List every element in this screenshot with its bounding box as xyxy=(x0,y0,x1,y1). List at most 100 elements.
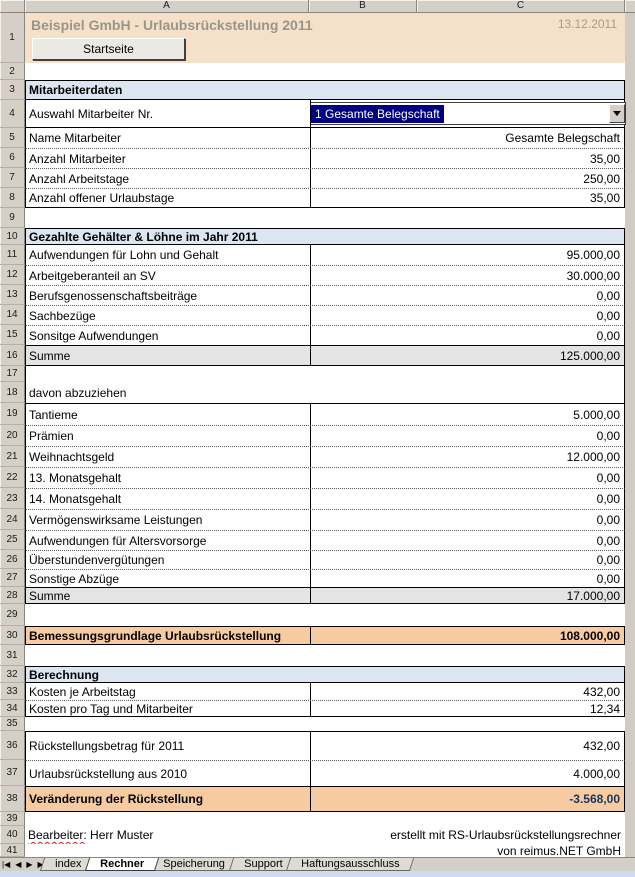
row-header-21[interactable]: 21 xyxy=(0,446,25,467)
grid-right-filler xyxy=(625,63,635,80)
row-header-28[interactable]: 28 xyxy=(0,587,25,604)
row-header-24[interactable]: 24 xyxy=(0,509,25,530)
cell-value[interactable]: 12,34 xyxy=(589,701,620,716)
cell-value[interactable]: 95.000,00 xyxy=(566,248,620,262)
mitarbeiter-dropdown[interactable]: 1 Gesamte Belegschaft xyxy=(310,102,626,125)
row-header-26[interactable]: 26 xyxy=(0,550,25,569)
row-header-31[interactable]: 31 xyxy=(0,645,25,666)
row-header-10[interactable]: 10 xyxy=(0,228,25,245)
row-header-30[interactable]: 30 xyxy=(0,626,25,645)
row-24-content: Vermögenswirksame Leistungen 0,00 xyxy=(25,509,625,530)
column-divider-line xyxy=(310,570,311,587)
cell-label: Urlaubsrückstellung aus 2010 xyxy=(29,766,188,781)
row-7: 7 Anzahl Arbeitstage 250,00 xyxy=(0,168,635,188)
row-header-4[interactable]: 4 xyxy=(0,100,25,128)
dropdown-arrow-button[interactable] xyxy=(609,104,625,123)
row-header-34[interactable]: 34 xyxy=(0,700,25,717)
tab-speicherung[interactable]: Speicherung xyxy=(147,858,241,871)
cell-label: Prämien xyxy=(29,429,74,443)
grid-right-filler xyxy=(625,717,635,731)
row-header-29[interactable]: 29 xyxy=(0,604,25,626)
row-header-32[interactable]: 32 xyxy=(0,666,25,683)
cell-value[interactable]: 12.000,00 xyxy=(566,450,620,464)
cell-value[interactable]: 35,00 xyxy=(589,151,620,166)
cell-value[interactable]: 125.000,00 xyxy=(559,348,620,363)
row-header-8[interactable]: 8 xyxy=(0,188,25,208)
cell-value[interactable]: 108.000,00 xyxy=(559,628,620,643)
column-divider-line xyxy=(310,761,311,786)
row-header-15[interactable]: 15 xyxy=(0,325,25,345)
cell-label: Tantieme xyxy=(29,407,78,422)
cell-value[interactable]: 432,00 xyxy=(583,684,620,699)
select-all-corner[interactable] xyxy=(0,0,25,13)
cell-label: 13. Monatsgehalt xyxy=(29,471,122,485)
cell-value[interactable]: 4.000,00 xyxy=(573,766,620,781)
row-header-20[interactable]: 20 xyxy=(0,425,25,446)
row-header-35[interactable]: 35 xyxy=(0,717,25,731)
row-1: 1 Beispiel GmbH - Urlaubsrückstellung 201… xyxy=(0,13,635,63)
row-header-3[interactable]: 3 xyxy=(0,80,25,100)
cell-value[interactable]: 0,00 xyxy=(596,553,620,567)
cell-value[interactable]: -3.568,00 xyxy=(569,792,620,806)
row-header-23[interactable]: 23 xyxy=(0,488,25,509)
row-header-1[interactable]: 1 xyxy=(0,13,25,63)
row-header-33[interactable]: 33 xyxy=(0,683,25,700)
row-header-6[interactable]: 6 xyxy=(0,148,25,168)
row-header-37[interactable]: 37 xyxy=(0,760,25,786)
nav-first-icon[interactable]: |◀ xyxy=(2,859,11,869)
cell-value[interactable]: 0,00 xyxy=(596,288,620,303)
section-header-label: Mitarbeiterdaten xyxy=(29,83,123,97)
nav-prev-icon[interactable]: ◀ xyxy=(15,859,22,869)
grid-right-filler xyxy=(625,587,635,604)
row-header-41[interactable]: 41 xyxy=(0,844,25,857)
row-header-18[interactable]: 18 xyxy=(0,382,25,403)
row-header-12[interactable]: 12 xyxy=(0,265,25,285)
row-header-14[interactable]: 14 xyxy=(0,305,25,325)
nav-next-icon[interactable]: ▶ xyxy=(26,859,33,869)
row-header-36[interactable]: 36 xyxy=(0,731,25,760)
cell-label: Überstundenvergütungen xyxy=(29,553,165,567)
startseite-button[interactable]: Startseite xyxy=(32,38,185,60)
row-header-40[interactable]: 40 xyxy=(0,826,25,844)
cell-value[interactable]: 250,00 xyxy=(583,171,620,186)
row-header-22[interactable]: 22 xyxy=(0,467,25,488)
cell-value[interactable]: 0,00 xyxy=(596,571,620,586)
column-header-b[interactable]: B xyxy=(309,0,417,13)
row-header-39[interactable]: 39 xyxy=(0,812,25,826)
cell-value[interactable]: 17.000,00 xyxy=(566,588,620,603)
column-header-c[interactable]: C xyxy=(417,0,625,13)
cell-value[interactable]: 0,00 xyxy=(596,533,620,548)
row-15: 15 Sonsitge Aufwendungen 0,00 xyxy=(0,325,635,345)
cell-value[interactable]: Gesamte Belegschaft xyxy=(505,131,620,145)
cell-value[interactable]: 0,00 xyxy=(596,429,620,443)
row-header-19[interactable]: 19 xyxy=(0,403,25,425)
row-15-content: Sonsitge Aufwendungen 0,00 xyxy=(25,325,625,345)
tab-rechner[interactable]: Rechner xyxy=(84,858,160,871)
column-header-a[interactable]: A xyxy=(25,0,309,13)
cell-value[interactable]: 0,00 xyxy=(596,471,620,485)
column-divider-line xyxy=(310,588,311,603)
cell-value[interactable]: 0,00 xyxy=(596,492,620,506)
cell-value[interactable]: 5.000,00 xyxy=(573,407,620,422)
tab-haftungsausschluss[interactable]: Haftungsausschluss xyxy=(286,858,415,871)
row-header-17[interactable]: 17 xyxy=(0,366,25,382)
cell-value[interactable]: 35,00 xyxy=(589,191,620,205)
row-header-13[interactable]: 13 xyxy=(0,285,25,305)
cell-value[interactable]: 30.000,00 xyxy=(566,268,620,283)
row-header-38[interactable]: 38 xyxy=(0,786,25,812)
cell-value[interactable]: 0,00 xyxy=(596,308,620,323)
row-38-content: Veränderung der Rückstellung -3.568,00 xyxy=(25,786,625,812)
cell-value[interactable]: 0,00 xyxy=(596,513,620,527)
row-header-11[interactable]: 11 xyxy=(0,245,25,265)
cell-value[interactable]: 0,00 xyxy=(596,328,620,343)
row-header-16[interactable]: 16 xyxy=(0,345,25,366)
row-header-27[interactable]: 27 xyxy=(0,569,25,587)
row-header-2[interactable]: 2 xyxy=(0,63,25,80)
row-header-5[interactable]: 5 xyxy=(0,128,25,148)
cell-value[interactable]: 432,00 xyxy=(583,739,620,753)
row-header-25[interactable]: 25 xyxy=(0,530,25,550)
row-header-7[interactable]: 7 xyxy=(0,168,25,188)
row-header-9[interactable]: 9 xyxy=(0,208,25,228)
grid-right-filler xyxy=(625,148,635,168)
footer-left-rest: Herr Muster xyxy=(86,828,154,842)
